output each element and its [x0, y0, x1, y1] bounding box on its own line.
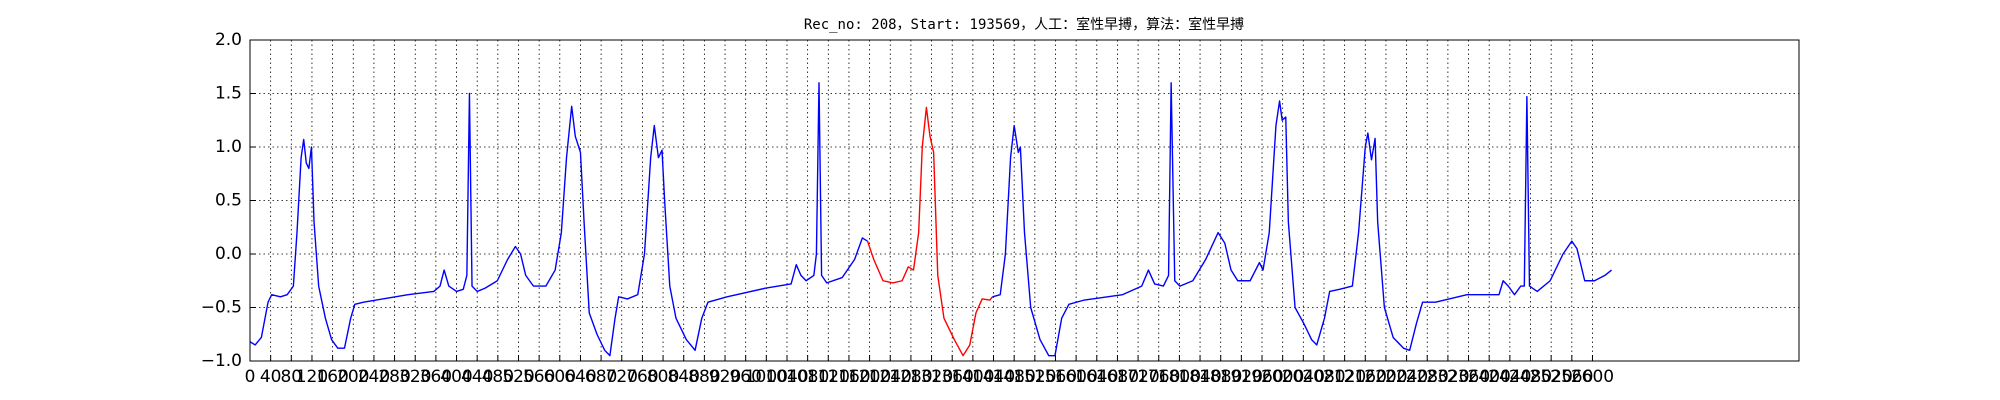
x-tick-label: 2560: [1550, 367, 1593, 387]
x-tick-label: 2600: [1571, 367, 1614, 387]
x-tick-label: 200: [337, 367, 369, 387]
x-tick-label: 0: [245, 367, 256, 387]
x-tick-label: 1920: [1220, 367, 1263, 387]
x-tick-label: 1720: [1116, 367, 1159, 387]
x-tick-label: 680: [585, 367, 617, 387]
x-tick-label: 1400: [951, 367, 994, 387]
x-tick-label: 2120: [1323, 367, 1366, 387]
y-tick-label: 2.0: [215, 30, 242, 50]
y-tick-label: 0.5: [215, 191, 242, 211]
ecg-line: [866, 106, 994, 357]
x-tick-label: 1000: [745, 367, 788, 387]
x-tick-label: 1600: [1055, 367, 1098, 387]
x-tick-label: 120: [296, 367, 328, 387]
y-tick-label: 1.5: [215, 84, 242, 104]
x-tick-label: 1640: [1075, 367, 1118, 387]
x-tick-label: 1320: [910, 367, 953, 387]
x-tick-label: 240: [358, 367, 390, 387]
x-tick-label: 2160: [1344, 367, 1387, 387]
x-tick-label: 2520: [1530, 367, 1573, 387]
plot-frame: [249, 39, 1800, 362]
x-tick-label: 2080: [1302, 367, 1345, 387]
x-tick-label: 760: [626, 367, 658, 387]
x-tick-label: 720: [606, 367, 638, 387]
x-tick-label: 2360: [1447, 367, 1490, 387]
x-tick-label: 2280: [1406, 367, 1449, 387]
x-tick-label: 2240: [1385, 367, 1428, 387]
x-tick-label: 1200: [848, 367, 891, 387]
ecg-line: [992, 82, 1613, 357]
x-tick-label: 1680: [1096, 367, 1139, 387]
x-tick-label: 1880: [1199, 367, 1242, 387]
chart-title: Rec_no: 208，Start: 193569，人工：室性早搏，算法：室性早…: [804, 16, 1244, 33]
x-tick-label: 1800: [1158, 367, 1201, 387]
x-tick-label: 2440: [1488, 367, 1531, 387]
x-tick-label: 440: [461, 367, 493, 387]
x-tick-label: 2000: [1261, 367, 1304, 387]
x-tick-label: 2040: [1282, 367, 1325, 387]
x-tick-label: 1240: [869, 367, 912, 387]
x-tick-label: 920: [709, 367, 741, 387]
x-tick-label: 40: [260, 367, 282, 387]
x-tick-label: 880: [688, 367, 720, 387]
x-tick-label: 280: [378, 367, 410, 387]
x-tick-label: 160: [316, 367, 348, 387]
x-tick-label: 1160: [827, 367, 870, 387]
x-tick-label: 1760: [1137, 367, 1180, 387]
x-tick-label: 840: [667, 367, 699, 387]
x-tick-label: 2320: [1426, 367, 1469, 387]
x-tick-label: 560: [523, 367, 555, 387]
x-tick-label: 1520: [1013, 367, 1056, 387]
y-tick-label: 0.0: [215, 244, 242, 264]
x-tick-label: 360: [420, 367, 452, 387]
x-tick-label: 520: [502, 367, 534, 387]
x-tick-label: 600: [544, 367, 576, 387]
x-tick-label: 320: [399, 367, 431, 387]
x-tick-label: 1280: [889, 367, 932, 387]
x-tick-label: 2480: [1509, 367, 1552, 387]
y-tick-label: −1.0: [201, 351, 242, 371]
y-tick-label: −0.5: [201, 298, 242, 318]
x-tick-label: 1040: [765, 367, 808, 387]
x-tick-label: 2200: [1364, 367, 1407, 387]
x-tick-label: 1560: [1034, 367, 1077, 387]
x-tick-label: 960: [729, 367, 761, 387]
y-tick-label: 1.0: [215, 137, 242, 157]
x-tick-label: 80: [280, 367, 302, 387]
x-tick-label: 1120: [807, 367, 850, 387]
x-tick-label: 800: [647, 367, 679, 387]
x-tick-label: 2400: [1468, 367, 1511, 387]
x-tick-label: 1360: [931, 367, 974, 387]
x-tick-label: 640: [564, 367, 596, 387]
ecg-line: [249, 82, 868, 357]
x-tick-label: 1840: [1178, 367, 1221, 387]
x-tick-label: 1080: [786, 367, 829, 387]
x-tick-label: 1960: [1240, 367, 1283, 387]
x-tick-label: 1440: [972, 367, 1015, 387]
x-tick-label: 480: [482, 367, 514, 387]
x-tick-label: 400: [440, 367, 472, 387]
x-tick-label: 1480: [993, 367, 1036, 387]
